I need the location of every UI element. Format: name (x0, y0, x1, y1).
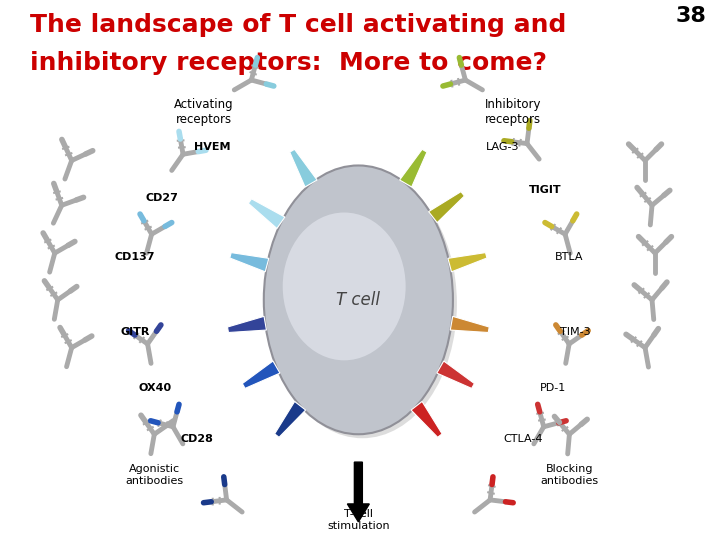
Polygon shape (289, 150, 317, 187)
Ellipse shape (264, 165, 453, 434)
Text: The landscape of T cell activating and: The landscape of T cell activating and (30, 13, 566, 37)
Polygon shape (274, 401, 305, 437)
Text: Inhibitory
receptors: Inhibitory receptors (485, 98, 541, 126)
Text: Agonistic
antibodies: Agonistic antibodies (125, 464, 184, 485)
Ellipse shape (268, 170, 457, 438)
Polygon shape (437, 361, 474, 388)
Polygon shape (428, 192, 464, 222)
Text: T-cell
stimulation: T-cell stimulation (327, 509, 390, 530)
Polygon shape (230, 253, 269, 272)
FancyArrow shape (348, 462, 369, 522)
Text: CD27: CD27 (146, 193, 179, 203)
Polygon shape (243, 361, 280, 388)
Text: CTLA-4: CTLA-4 (503, 434, 543, 443)
Text: inhibitory receptors:  More to come?: inhibitory receptors: More to come? (30, 51, 547, 75)
Text: Blocking
antibodies: Blocking antibodies (540, 464, 598, 485)
Ellipse shape (283, 213, 405, 360)
Polygon shape (411, 401, 442, 437)
Polygon shape (248, 199, 285, 228)
Text: HVEM: HVEM (194, 141, 230, 152)
Polygon shape (448, 253, 487, 272)
Polygon shape (450, 316, 489, 333)
Text: LAG-3: LAG-3 (486, 141, 520, 152)
Text: TIGIT: TIGIT (528, 185, 561, 195)
Text: TIM-3: TIM-3 (560, 327, 591, 337)
Text: 38: 38 (676, 6, 707, 26)
Text: T cell: T cell (336, 291, 380, 309)
Polygon shape (400, 150, 427, 187)
Text: PD-1: PD-1 (540, 383, 566, 393)
Text: Activating
receptors: Activating receptors (174, 98, 234, 126)
Text: CD28: CD28 (181, 434, 214, 443)
Text: GITR: GITR (120, 327, 150, 337)
Polygon shape (228, 316, 266, 333)
Text: OX40: OX40 (139, 383, 172, 393)
Text: CD137: CD137 (114, 252, 156, 262)
Text: BTLA: BTLA (554, 252, 583, 262)
